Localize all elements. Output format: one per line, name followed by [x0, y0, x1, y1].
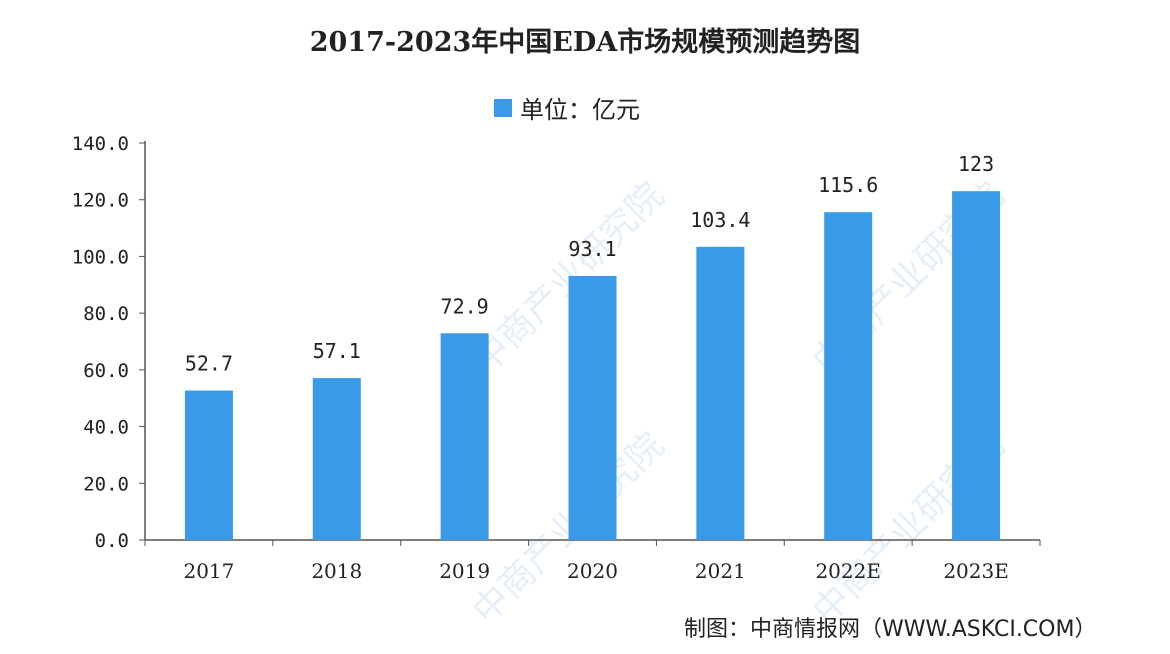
bar-2017: [184, 390, 233, 540]
legend-label: 单位：亿元: [520, 96, 640, 124]
y-tick-label: 100.0: [72, 246, 129, 268]
chart-title: 2017-2023年中国EDA市场规模预测趋势图: [309, 27, 861, 58]
data-label: 57.1: [313, 339, 361, 363]
y-tick-label: 140.0: [72, 133, 129, 155]
bar-2019: [440, 333, 489, 540]
bar-2018: [312, 378, 361, 540]
bar-2021: [696, 246, 745, 540]
x-tick-label: 2021: [695, 559, 746, 583]
x-tick-label: 2022E: [815, 559, 881, 583]
bar-2020: [568, 275, 617, 540]
x-tick-label: 2019: [439, 559, 490, 583]
data-label: 72.9: [441, 294, 489, 318]
bar-2022E: [824, 212, 873, 541]
legend-swatch: [494, 98, 512, 117]
y-tick-label: 120.0: [72, 190, 129, 212]
data-label: 93.1: [568, 237, 616, 261]
x-tick-label: 2018: [311, 559, 362, 583]
data-label: 52.7: [185, 352, 233, 376]
x-tick-label: 2023E: [943, 559, 1009, 583]
y-tick-label: 20.0: [83, 473, 129, 495]
source-note: 制图：中商情报网（WWW.ASKCI.COM）: [684, 617, 1097, 642]
data-label: 103.4: [690, 208, 750, 232]
data-label: 115.6: [818, 173, 878, 197]
y-tick-label: 40.0: [83, 417, 129, 439]
x-tick-label: 2020: [567, 559, 618, 583]
x-tick-label: 2017: [183, 559, 234, 583]
y-tick-label: 60.0: [83, 360, 129, 382]
bar-2023E: [952, 191, 1001, 540]
y-tick-label: 0.0: [95, 530, 129, 552]
legend: 单位：亿元: [494, 90, 640, 125]
y-tick-label: 80.0: [83, 303, 129, 325]
data-label: 123: [958, 152, 994, 176]
